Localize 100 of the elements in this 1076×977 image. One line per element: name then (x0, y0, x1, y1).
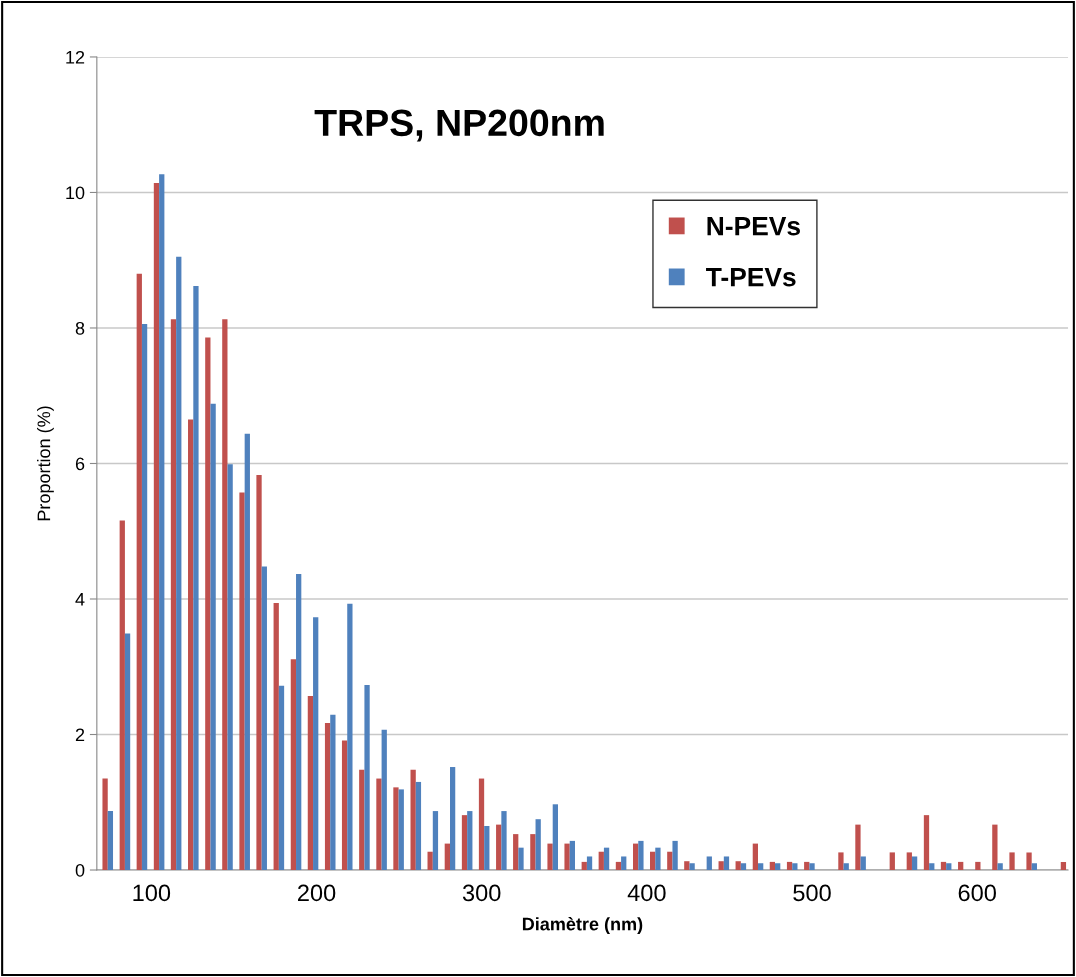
bar (723, 856, 730, 871)
bar (530, 834, 536, 871)
bar (940, 861, 947, 871)
legend-label: N-PEVs (707, 217, 800, 236)
bar (838, 852, 844, 871)
bar (330, 714, 336, 871)
bar (649, 851, 656, 871)
bar (992, 824, 998, 871)
bar (239, 492, 245, 871)
bar (188, 419, 194, 871)
bar (124, 633, 131, 871)
bar (176, 256, 182, 871)
bar (467, 811, 473, 871)
x-axis-title: Diamètre (nm) (522, 917, 643, 935)
bar (136, 273, 142, 871)
bar (997, 863, 1003, 871)
bar (615, 861, 622, 871)
bar (278, 685, 285, 871)
bar (689, 863, 695, 871)
bar (752, 843, 759, 871)
bar (672, 840, 678, 871)
bar (324, 722, 331, 871)
bar (222, 319, 228, 871)
bar (735, 861, 741, 871)
bar (478, 778, 485, 871)
bar (804, 861, 810, 871)
bar (449, 767, 456, 871)
bar (923, 815, 930, 871)
y-tick-label: 4 (75, 593, 85, 606)
bar (775, 863, 781, 871)
bar (958, 861, 964, 871)
text: TRPS, NP200nm (314, 109, 604, 142)
x-tick-label: 500 (793, 884, 831, 902)
bar (427, 851, 433, 871)
bar (552, 804, 558, 871)
bar (547, 843, 553, 871)
bar (273, 603, 279, 871)
bar (119, 520, 125, 871)
bar (518, 847, 524, 871)
bar (170, 319, 177, 871)
bar (261, 566, 267, 871)
bar (889, 852, 895, 871)
bar (376, 778, 382, 871)
bar (598, 851, 604, 871)
bar (809, 863, 815, 871)
bar (718, 861, 724, 871)
bar (193, 285, 199, 871)
bar (347, 603, 353, 871)
bar (432, 811, 439, 871)
bar (929, 863, 935, 871)
bar (205, 337, 211, 871)
bar (786, 861, 793, 871)
bar (975, 861, 981, 871)
bar (684, 861, 690, 871)
bar (860, 856, 866, 871)
legend-label: T-PEVs (706, 268, 796, 287)
bar (586, 856, 593, 871)
y-tick-label: 2 (75, 728, 85, 742)
bar (381, 729, 387, 871)
bar (535, 819, 541, 871)
bar (740, 863, 747, 871)
bar (141, 323, 148, 871)
y-tick-label: 0 (75, 863, 85, 877)
bar (621, 856, 627, 871)
bar (911, 856, 918, 871)
bar (313, 617, 319, 871)
bar (843, 863, 849, 871)
x-tick-label: 100 (133, 884, 171, 902)
y-tick-label: 6 (75, 457, 85, 471)
bar (946, 863, 952, 871)
bar (1009, 852, 1015, 871)
bar (256, 475, 262, 871)
bar (296, 573, 302, 871)
bar (1031, 863, 1037, 871)
bar (244, 433, 250, 871)
bar (655, 847, 661, 871)
y-tick-label: 8 (75, 321, 85, 335)
bar (667, 851, 673, 871)
bar (706, 856, 712, 871)
y-tick-label: 10 (66, 186, 85, 200)
bar (632, 843, 639, 871)
bar (496, 824, 502, 871)
bar (1060, 861, 1067, 871)
x-tick-label: 600 (958, 884, 996, 902)
bar (210, 403, 216, 871)
x-tick-label: 300 (462, 884, 501, 902)
y-tick-label: 12 (66, 50, 85, 64)
bar (906, 852, 912, 871)
bar (102, 778, 108, 871)
bar (461, 815, 468, 871)
bar (758, 863, 764, 871)
x-tick-label: 400 (627, 884, 666, 902)
y-axis-title: Proportion (%) (37, 406, 54, 521)
bar (501, 811, 507, 871)
bar (484, 825, 490, 871)
bar (792, 863, 798, 871)
bar (341, 740, 348, 871)
bar (410, 769, 416, 871)
x-tick-label: 200 (298, 884, 336, 902)
bar (1026, 852, 1032, 871)
